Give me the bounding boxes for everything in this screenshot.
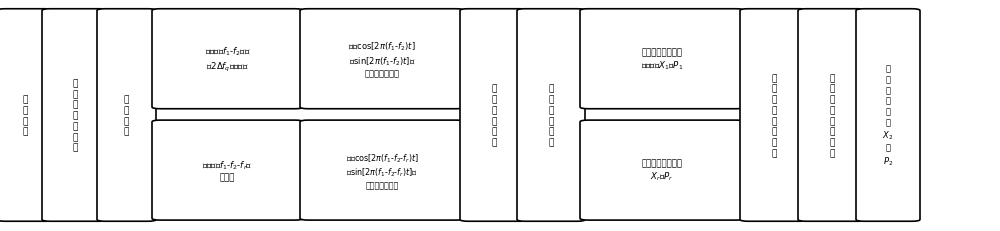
FancyBboxPatch shape (856, 10, 920, 221)
Text: 快
速
相
位
补
偿
处
理: 快 速 相 位 补 偿 处 理 (771, 73, 777, 158)
FancyBboxPatch shape (580, 10, 744, 109)
FancyBboxPatch shape (460, 10, 528, 221)
Text: 乘以cos[2$\pi$($f_1$-$f_2$)$t$]
和sin[2$\pi$($f_1$-$f_2$)$t$]的
正交下变频处理: 乘以cos[2$\pi$($f_1$-$f_2$)$t$] 和sin[2$\pi… (348, 41, 416, 78)
FancyBboxPatch shape (580, 121, 744, 220)
Text: 数
据
解
调
处
理: 数 据 解 调 处 理 (548, 84, 554, 147)
Text: 傅
里
叶
变
化
处
理: 傅 里 叶 变 化 处 理 (72, 79, 78, 152)
Text: 中心频率$f_1$-$f_2$、带
宽$2\Delta f_q$带通滤波: 中心频率$f_1$-$f_2$、带 宽$2\Delta f_q$带通滤波 (205, 46, 250, 73)
FancyBboxPatch shape (42, 10, 108, 221)
Text: 未相位补偿的量子
密钥信息$X_1$和$P_1$: 未相位补偿的量子 密钥信息$X_1$和$P_1$ (641, 48, 683, 71)
Text: 缓
慢
相
位
补
偿
处
理: 缓 慢 相 位 补 偿 处 理 (829, 73, 835, 158)
FancyBboxPatch shape (300, 121, 464, 220)
Text: 中心频率$f_1$-$f_2$-$f_r$窄
带滤波: 中心频率$f_1$-$f_2$-$f_r$窄 带滤波 (202, 159, 253, 182)
FancyBboxPatch shape (152, 10, 303, 109)
Text: 初
始
量
子
密
钥
$X_2$
和
$P_2$: 初 始 量 子 密 钥 $X_2$ 和 $P_2$ (882, 64, 894, 167)
Text: 基
带
滤
波
处
理: 基 带 滤 波 处 理 (491, 84, 497, 147)
Text: 乘以cos[2$\pi$($f_1$-$f_2$-$f_r$)$t$]
和sin[2$\pi$($f_1$-$f_2$-$f_r$)$t$]的
正交下变频处理: 乘以cos[2$\pi$($f_1$-$f_2$-$f_r$)$t$] 和sin… (346, 152, 418, 189)
Text: 偏
振
补
偿: 偏 振 补 偿 (22, 95, 28, 136)
FancyBboxPatch shape (300, 10, 464, 109)
FancyBboxPatch shape (798, 10, 866, 221)
FancyBboxPatch shape (97, 10, 156, 221)
FancyBboxPatch shape (517, 10, 585, 221)
FancyBboxPatch shape (0, 10, 53, 221)
Text: 含参考相位信息的
$X_r$和$P_r$: 含参考相位信息的 $X_r$和$P_r$ (641, 158, 682, 182)
FancyBboxPatch shape (152, 121, 303, 220)
Text: 频
率
估
计: 频 率 估 计 (124, 95, 129, 136)
FancyBboxPatch shape (740, 10, 808, 221)
